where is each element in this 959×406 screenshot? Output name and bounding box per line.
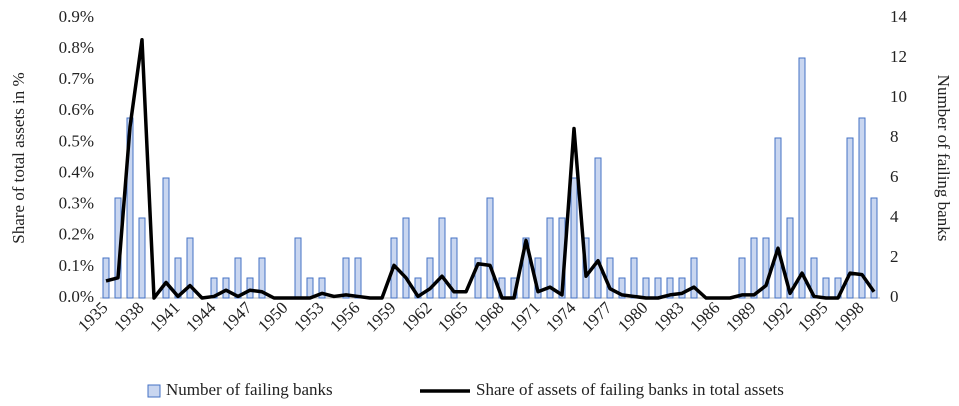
y2-tick-label: 2 [890, 247, 899, 266]
bar [246, 277, 254, 299]
x-tick-label: 1968 [470, 298, 507, 335]
bar [666, 277, 674, 299]
bar [594, 157, 602, 299]
bar [102, 257, 110, 299]
bar [786, 217, 794, 299]
x-tick-label: 1992 [758, 298, 795, 335]
x-tick-label: 1977 [578, 298, 616, 336]
bar [426, 257, 434, 299]
bar [474, 257, 482, 299]
bar [654, 277, 662, 299]
bar [858, 117, 866, 299]
legend-label: Number of failing banks [166, 380, 333, 399]
y2-axis-title: Number of failing banks [934, 75, 953, 242]
legend-label: Share of assets of failing banks in tota… [476, 380, 784, 399]
y-tick-label: 0.7% [59, 69, 94, 88]
bar [318, 277, 326, 299]
x-tick-label: 1950 [254, 298, 291, 335]
x-tick-label: 1980 [614, 298, 651, 335]
bar [642, 277, 650, 299]
bar [522, 237, 530, 299]
y-tick-label: 0.5% [59, 131, 94, 150]
bar [678, 277, 686, 299]
bar [738, 257, 746, 299]
y-tick-label: 0.9% [59, 7, 94, 26]
x-tick-label: 1962 [398, 298, 435, 335]
y-tick-label: 0.0% [59, 287, 94, 306]
bar [570, 177, 578, 299]
x-tick-label: 1986 [686, 298, 723, 335]
bar [138, 217, 146, 299]
bar [822, 277, 830, 299]
bar [750, 237, 758, 299]
bar [402, 217, 410, 299]
x-tick-label: 1947 [218, 298, 256, 336]
bar [306, 277, 314, 299]
bar [222, 277, 230, 299]
x-tick-label: 1959 [362, 298, 399, 335]
x-tick-label: 1965 [434, 298, 471, 335]
y2-tick-label: 6 [890, 167, 899, 186]
y2-tick-label: 10 [890, 87, 907, 106]
x-tick-label: 1998 [830, 298, 867, 335]
y-tick-label: 0.3% [59, 194, 94, 213]
bar [438, 217, 446, 299]
y2-tick-label: 12 [890, 47, 907, 66]
legend-swatch [147, 384, 161, 398]
bar [234, 257, 242, 299]
line [105, 38, 876, 300]
x-tick-label: 1953 [290, 298, 327, 335]
bar [618, 277, 626, 299]
x-tick-label: 1941 [146, 298, 183, 335]
bar [762, 237, 770, 299]
x-tick-label: 1974 [542, 298, 580, 336]
bar [870, 197, 878, 299]
bar [186, 237, 194, 299]
bar [630, 257, 638, 299]
x-tick-label: 1971 [506, 298, 543, 335]
bar [258, 257, 266, 299]
bar [774, 137, 782, 299]
y2-tick-label: 4 [890, 207, 899, 226]
x-tick-label: 1983 [650, 298, 687, 335]
bar [162, 177, 170, 299]
y2-tick-label: 14 [890, 7, 908, 26]
bar [798, 57, 806, 299]
x-tick-label: 1995 [794, 298, 831, 335]
bar [450, 237, 458, 299]
x-tick-label: 1938 [110, 298, 147, 335]
bar [690, 257, 698, 299]
bar [486, 197, 494, 299]
y-axis-title: Share of total assets in % [9, 72, 28, 243]
y2-tick-label: 8 [890, 127, 899, 146]
bar [846, 137, 854, 299]
y-tick-label: 0.8% [59, 38, 94, 57]
bar [342, 257, 350, 299]
bar [606, 257, 614, 299]
y-tick-label: 0.6% [59, 100, 94, 119]
x-tick-label: 1944 [182, 298, 220, 336]
bar [294, 237, 302, 299]
bar [354, 257, 362, 299]
y-tick-label: 0.1% [59, 256, 94, 275]
x-tick-label: 1989 [722, 298, 759, 335]
y2-tick-label: 0 [890, 287, 899, 306]
y-tick-label: 0.4% [59, 162, 94, 181]
y-tick-label: 0.2% [59, 225, 94, 244]
x-tick-label: 1956 [326, 298, 363, 335]
bar [546, 217, 554, 299]
